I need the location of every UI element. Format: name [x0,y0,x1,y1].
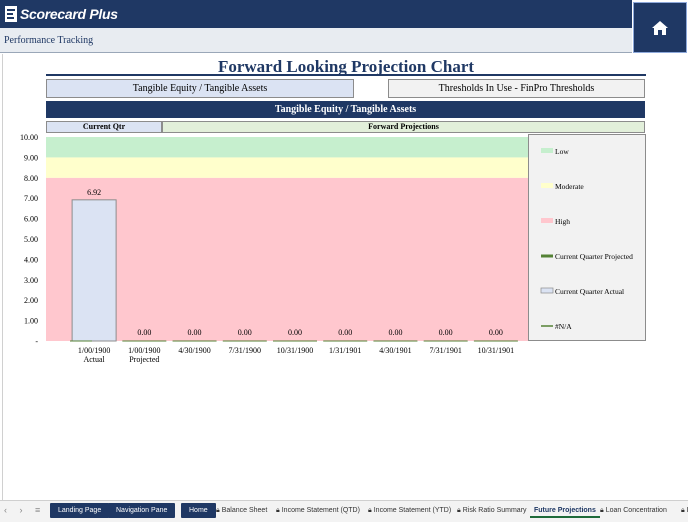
projection-chart: 10.00 9.00 8.00 7.00 6.00 5.00 4.00 3.00 2.00 1.0… [20,133,528,364]
forward-projections-header: Forward Projections [162,121,645,133]
legend-swatch [541,218,553,223]
app-logo: Scorecard Plus [4,4,118,24]
home-button[interactable] [633,2,687,53]
lock-icon: 🔒︎ [600,507,604,514]
data-label: 0.00 [188,328,202,337]
data-label: 6.92 [87,188,101,197]
x-tick-label: 4/30/1901 [379,346,411,355]
breadcrumb-bar: Performance Tracking [0,28,632,53]
sheet-tab[interactable]: 🔒︎ Loan Concentration [596,503,671,518]
bar [71,199,117,342]
legend-swatch [541,183,553,188]
sheet-tab-label: Income Statement (QTD) [281,507,360,514]
x-tick-sublabel: Projected [129,355,159,364]
lock-icon: 🔒︎ [276,507,280,514]
lock-icon: 🔒︎ [457,507,461,514]
legend-item: Current Quarter Actual [540,287,624,296]
legend-items: Low Moderate High Current Quarter Projected… [540,147,633,331]
y-tick-label: - [35,337,38,346]
x-tick-label: 1/00/1900 [128,346,160,355]
y-tick-label: 7.00 [24,194,38,203]
sheet-tab[interactable]: Home [181,503,216,518]
legend-label: Current Quarter Actual [555,287,624,296]
y-tick-label: 4.00 [24,255,38,264]
lock-icon: 🔒︎ [681,507,685,514]
legend-swatch [541,148,553,153]
logo-text: Scorecard Plus [20,6,118,22]
sheet-tab-label: Loan Concentration [605,507,667,514]
app-header: Scorecard Plus [0,0,632,28]
sheet-tab[interactable]: 🔒︎ Risk Ratio Summary [453,503,531,518]
sheet-tab[interactable]: Navigation Pane [108,503,176,518]
metric-selector[interactable]: Tangible Equity / Tangible Assets [46,79,354,98]
sheet-tab[interactable]: 🔒︎ Income Statement (YTD) [364,503,455,518]
legend-item: Current Quarter Projected [541,252,633,261]
legend-label: Current Quarter Projected [555,252,633,261]
sheet-tab-label: Risk Ratio Summary [462,507,527,514]
x-tick-sublabel: Actual [83,355,105,364]
sheet-tab[interactable]: Landing Page [50,503,110,518]
sheet-tab-label: D [687,507,688,514]
band-high [46,177,528,341]
y-tick-label: 3.00 [24,276,38,285]
y-tick-label: 6.00 [24,215,38,224]
y-tick-label: 1.00 [24,317,38,326]
sheet-tab-bar: ‹ › ≡ Landing Page Navigation Pane Home 🔒︎ B… [0,500,688,522]
sheet-tab-label: Navigation Pane [116,507,168,514]
y-tick-label: 9.00 [24,153,38,162]
x-tick-label: 10/31/1900 [277,346,313,355]
sheet-tab[interactable]: 🔒︎D [677,503,688,518]
lock-icon: 🔒︎ [216,507,220,514]
x-tick-label: 1/00/1900 [78,346,110,355]
legend-label: Low [555,147,569,156]
data-label: 0.00 [439,328,453,337]
lock-icon: 🔒︎ [368,507,372,514]
band-moderate [46,157,528,178]
sheet-tab-label: Future Projections [534,507,596,514]
breadcrumb: Performance Tracking [4,35,94,46]
y-tick-label: 8.00 [24,174,38,183]
sheet-tab-label: Balance Sheet [221,507,268,514]
legend-label: Moderate [555,182,584,191]
legend-item: Low [541,147,569,156]
tab-scroll-arrows[interactable]: ‹ › ≡ [4,505,46,515]
title-underline [46,74,646,76]
x-tick-label: 1/31/1901 [329,346,361,355]
page-title: Forward Looking Projection Chart [217,57,475,76]
y-tick-label: 2.00 [24,296,38,305]
x-tick-label: 10/31/1901 [478,346,514,355]
legend-label: High [555,217,570,226]
legend-swatch [540,287,554,294]
sheet-tab-label: Home [189,507,208,514]
y-tick-label: 10.00 [20,133,38,142]
divider [2,54,3,500]
sheet-tab-label: Landing Page [58,507,102,514]
current-qtr-header: Current Qtr [46,121,162,133]
legend-item: High [541,217,570,226]
sheet-tab[interactable]: Future Projections [530,503,600,518]
logo-icon [5,6,17,22]
x-tick-label: 7/31/1901 [429,346,461,355]
data-label: 0.00 [489,328,503,337]
chart-legend: Low Moderate High Current Quarter Projected… [528,134,646,341]
sheet-tab-label: Income Statement (YTD) [373,507,452,514]
legend-label: #N/A [555,322,572,331]
section-header: Tangible Equity / Tangible Assets [46,101,645,118]
x-tick-label: 7/31/1900 [229,346,261,355]
y-tick-label: 5.00 [24,235,38,244]
home-icon [652,20,668,35]
legend-item: Moderate [541,182,584,191]
thresholds-label: Thresholds In Use - FinPro Thresholds [388,79,645,98]
band-low [46,137,528,158]
x-tick-label: 4/30/1900 [178,346,210,355]
legend-item: #N/A [541,322,572,331]
data-label: 0.00 [238,328,252,337]
data-label: 0.00 [137,328,151,337]
sheet-tab[interactable]: 🔒︎ Balance Sheet [212,503,271,518]
data-label: 0.00 [288,328,302,337]
data-label: 0.00 [338,328,352,337]
data-label: 0.00 [388,328,402,337]
sheet-tab[interactable]: 🔒︎ Income Statement (QTD) [272,503,364,518]
